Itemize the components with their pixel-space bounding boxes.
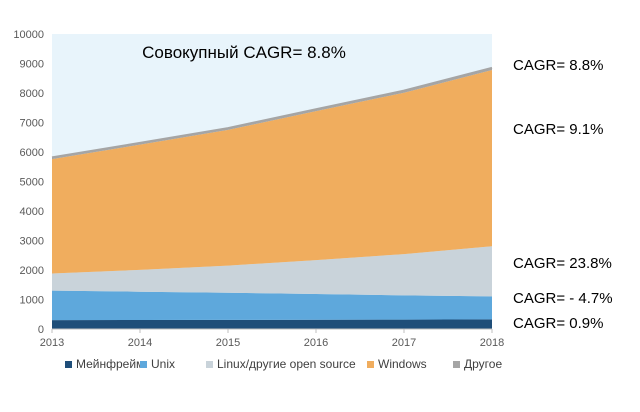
y-tick-label-7: 7000 — [20, 118, 44, 130]
area-series-2 — [52, 246, 492, 297]
y-tick-label-0: 0 — [38, 324, 44, 336]
legend-label-0: Мейнфрейм — [76, 357, 144, 371]
y-tick-label-10: 10000 — [13, 29, 44, 41]
legend-swatch-2 — [206, 361, 213, 368]
y-tick-label-9: 9000 — [20, 59, 44, 71]
area-series-1 — [52, 290, 492, 321]
legend-swatch-3 — [367, 361, 374, 368]
x-tick-label-5: 2018 — [480, 337, 504, 349]
legend-swatch-4 — [453, 361, 460, 368]
y-tick-label-6: 6000 — [20, 147, 44, 159]
x-tick-label-3: 2016 — [304, 337, 328, 349]
y-tick-label-8: 8000 — [20, 88, 44, 100]
chart-title: Совокупный CAGR= 8.8% — [142, 43, 346, 62]
cagr-label-3: CAGR= 9.1% — [513, 121, 603, 138]
y-tick-label-5: 5000 — [20, 177, 44, 189]
x-tick-label-4: 2017 — [392, 337, 416, 349]
legend-label-1: Unix — [151, 357, 175, 371]
cagr-label-2: CAGR= 23.8% — [513, 255, 612, 272]
cagr-label-4: CAGR= 8.8% — [513, 57, 603, 74]
legend-label-3: Windows — [378, 357, 427, 371]
total-outline — [51, 66, 493, 159]
area-series-3 — [52, 70, 492, 274]
legend-label-2: Linux/другие open source — [217, 357, 356, 371]
y-tick-label-4: 4000 — [20, 206, 44, 218]
x-tick-label-1: 2014 — [128, 337, 152, 349]
x-tick-label-0: 2013 — [40, 337, 64, 349]
cagr-label-1: CAGR= - 4.7% — [513, 290, 613, 307]
legend-swatch-1 — [140, 361, 147, 368]
legend-label-4: Другое — [464, 357, 502, 371]
y-tick-label-2: 2000 — [20, 265, 44, 277]
area-series-0 — [52, 319, 492, 329]
y-tick-label-1: 1000 — [20, 295, 44, 307]
x-tick-label-2: 2015 — [216, 337, 240, 349]
legend-swatch-0 — [65, 361, 72, 368]
y-tick-label-3: 3000 — [20, 236, 44, 248]
cagr-label-0: CAGR= 0.9% — [513, 315, 603, 332]
